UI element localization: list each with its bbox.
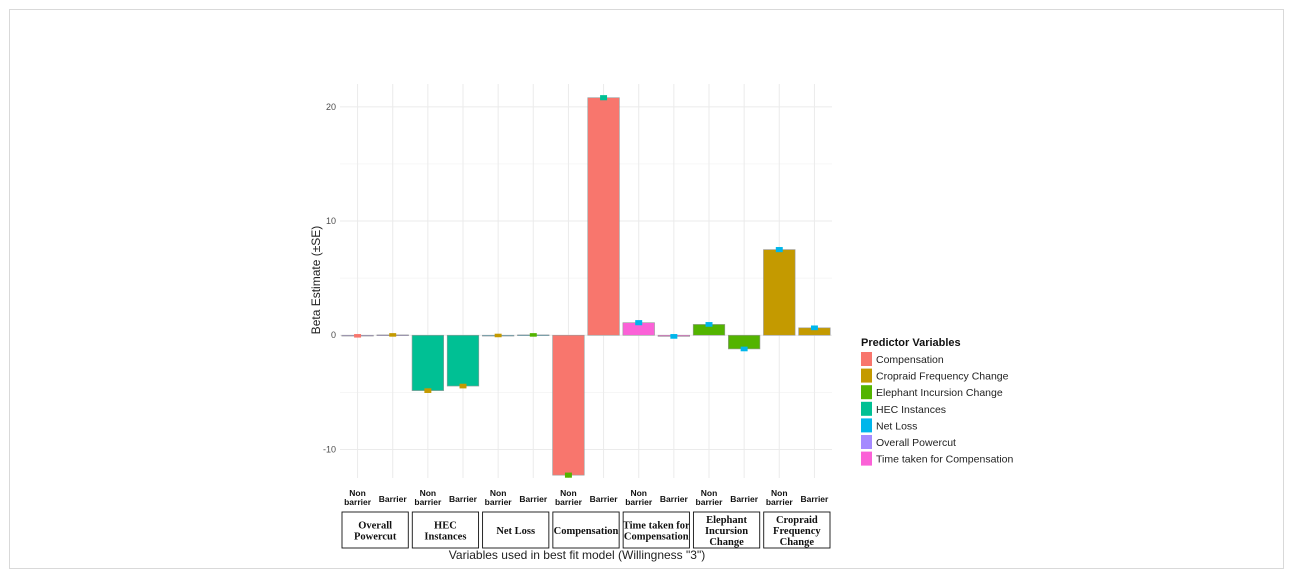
x-group-box [482,511,550,549]
legend-title: Predictor Variables [861,337,961,349]
y-tick-label: 0 [331,330,336,340]
legend-entry: Overall Powercut [876,437,956,449]
x-group-label: Elephant Incursion Change [705,515,748,548]
bar [411,334,444,391]
error-bar [705,322,713,327]
legend-swatch [861,435,872,449]
error-bar [635,320,643,326]
error-bars [354,95,818,478]
error-bar [740,346,748,352]
x-subcategory-label: Barrier [519,494,548,504]
error-bar [600,95,608,101]
x-subcategory-label: Barrier [800,494,829,504]
bar [552,334,585,476]
x-subcategory-label: Barrier [379,494,408,504]
x-subcategory-label: Non barrier [766,488,794,507]
y-tick-label: 20 [326,102,336,112]
legend-entry: Net Loss [876,420,917,432]
error-bar [354,334,362,338]
x-group-label: Net Loss [496,526,535,537]
error-bar [494,333,502,338]
error-bar [459,383,467,389]
error-bar [810,325,818,331]
x-group-box [411,511,480,549]
legend-swatch [861,401,872,416]
error-bar [775,247,783,253]
x-subcategory-label: Non barrier [555,488,583,507]
x-subcategory-label: Non barrier [696,488,724,507]
grid-lines [340,84,832,478]
error-bar [670,334,678,339]
y-tick-label: -10 [323,444,336,454]
x-group-box [763,511,831,549]
x-group-box [341,511,409,549]
x-subcategory-label: Barrier [590,494,619,504]
x-group-labels: Overall Powercut HEC Instances Net Loss Compe… [341,511,831,549]
legend-entry: HEC Instances [876,404,946,416]
x-group-box [692,511,761,549]
x-subcategory-label: Non barrier [485,488,513,507]
x-subcategory-label: Non barrier [625,488,653,507]
bar [446,334,480,387]
legend: Predictor Variables Compensation Cropraid… [861,337,1014,466]
x-group-label: Overall Powercut [354,521,397,543]
y-axis-label: Beta Estimate (±SE) [309,226,323,335]
y-axis-ticks: -10 0 10 20 [323,102,336,455]
legend-swatch [861,368,872,383]
x-subcategory-labels: Non barrier Barrier Non barrier Barrier Non bar… [344,488,829,507]
legend-swatch [861,385,872,400]
bar [587,97,620,336]
x-subcategory-label: Non barrier [344,488,372,507]
legend-swatch [861,352,872,366]
x-group-label: Compensation [554,526,619,537]
x-axis-label: Variables used in best fit model (Willin… [449,548,705,562]
error-bar [529,333,537,337]
x-group-label: Time taken for Compensation [623,521,690,543]
x-group-label: HEC Instances [424,521,466,543]
legend-swatch [861,418,872,433]
error-bar [424,388,432,393]
x-subcategory-label: Non barrier [414,488,442,507]
error-bar [564,472,572,478]
x-subcategory-label: Barrier [449,494,478,504]
legend-entry: Cropraid Frequency Change [876,371,1009,383]
bars [341,97,831,476]
legend-entry: Compensation [876,354,944,366]
x-group-label: Cropraid Frequency Change [773,515,821,548]
legend-entry: Elephant Incursion Change [876,387,1003,399]
legend-entry: Time taken for Compensation [876,454,1014,466]
x-group-box [552,511,620,549]
bar [763,249,796,336]
x-group-box [622,511,690,549]
x-subcategory-label: Barrier [730,494,759,504]
legend-swatch [861,451,872,466]
y-tick-label: 10 [326,216,336,226]
error-bar [389,333,397,337]
x-subcategory-label: Barrier [660,494,689,504]
